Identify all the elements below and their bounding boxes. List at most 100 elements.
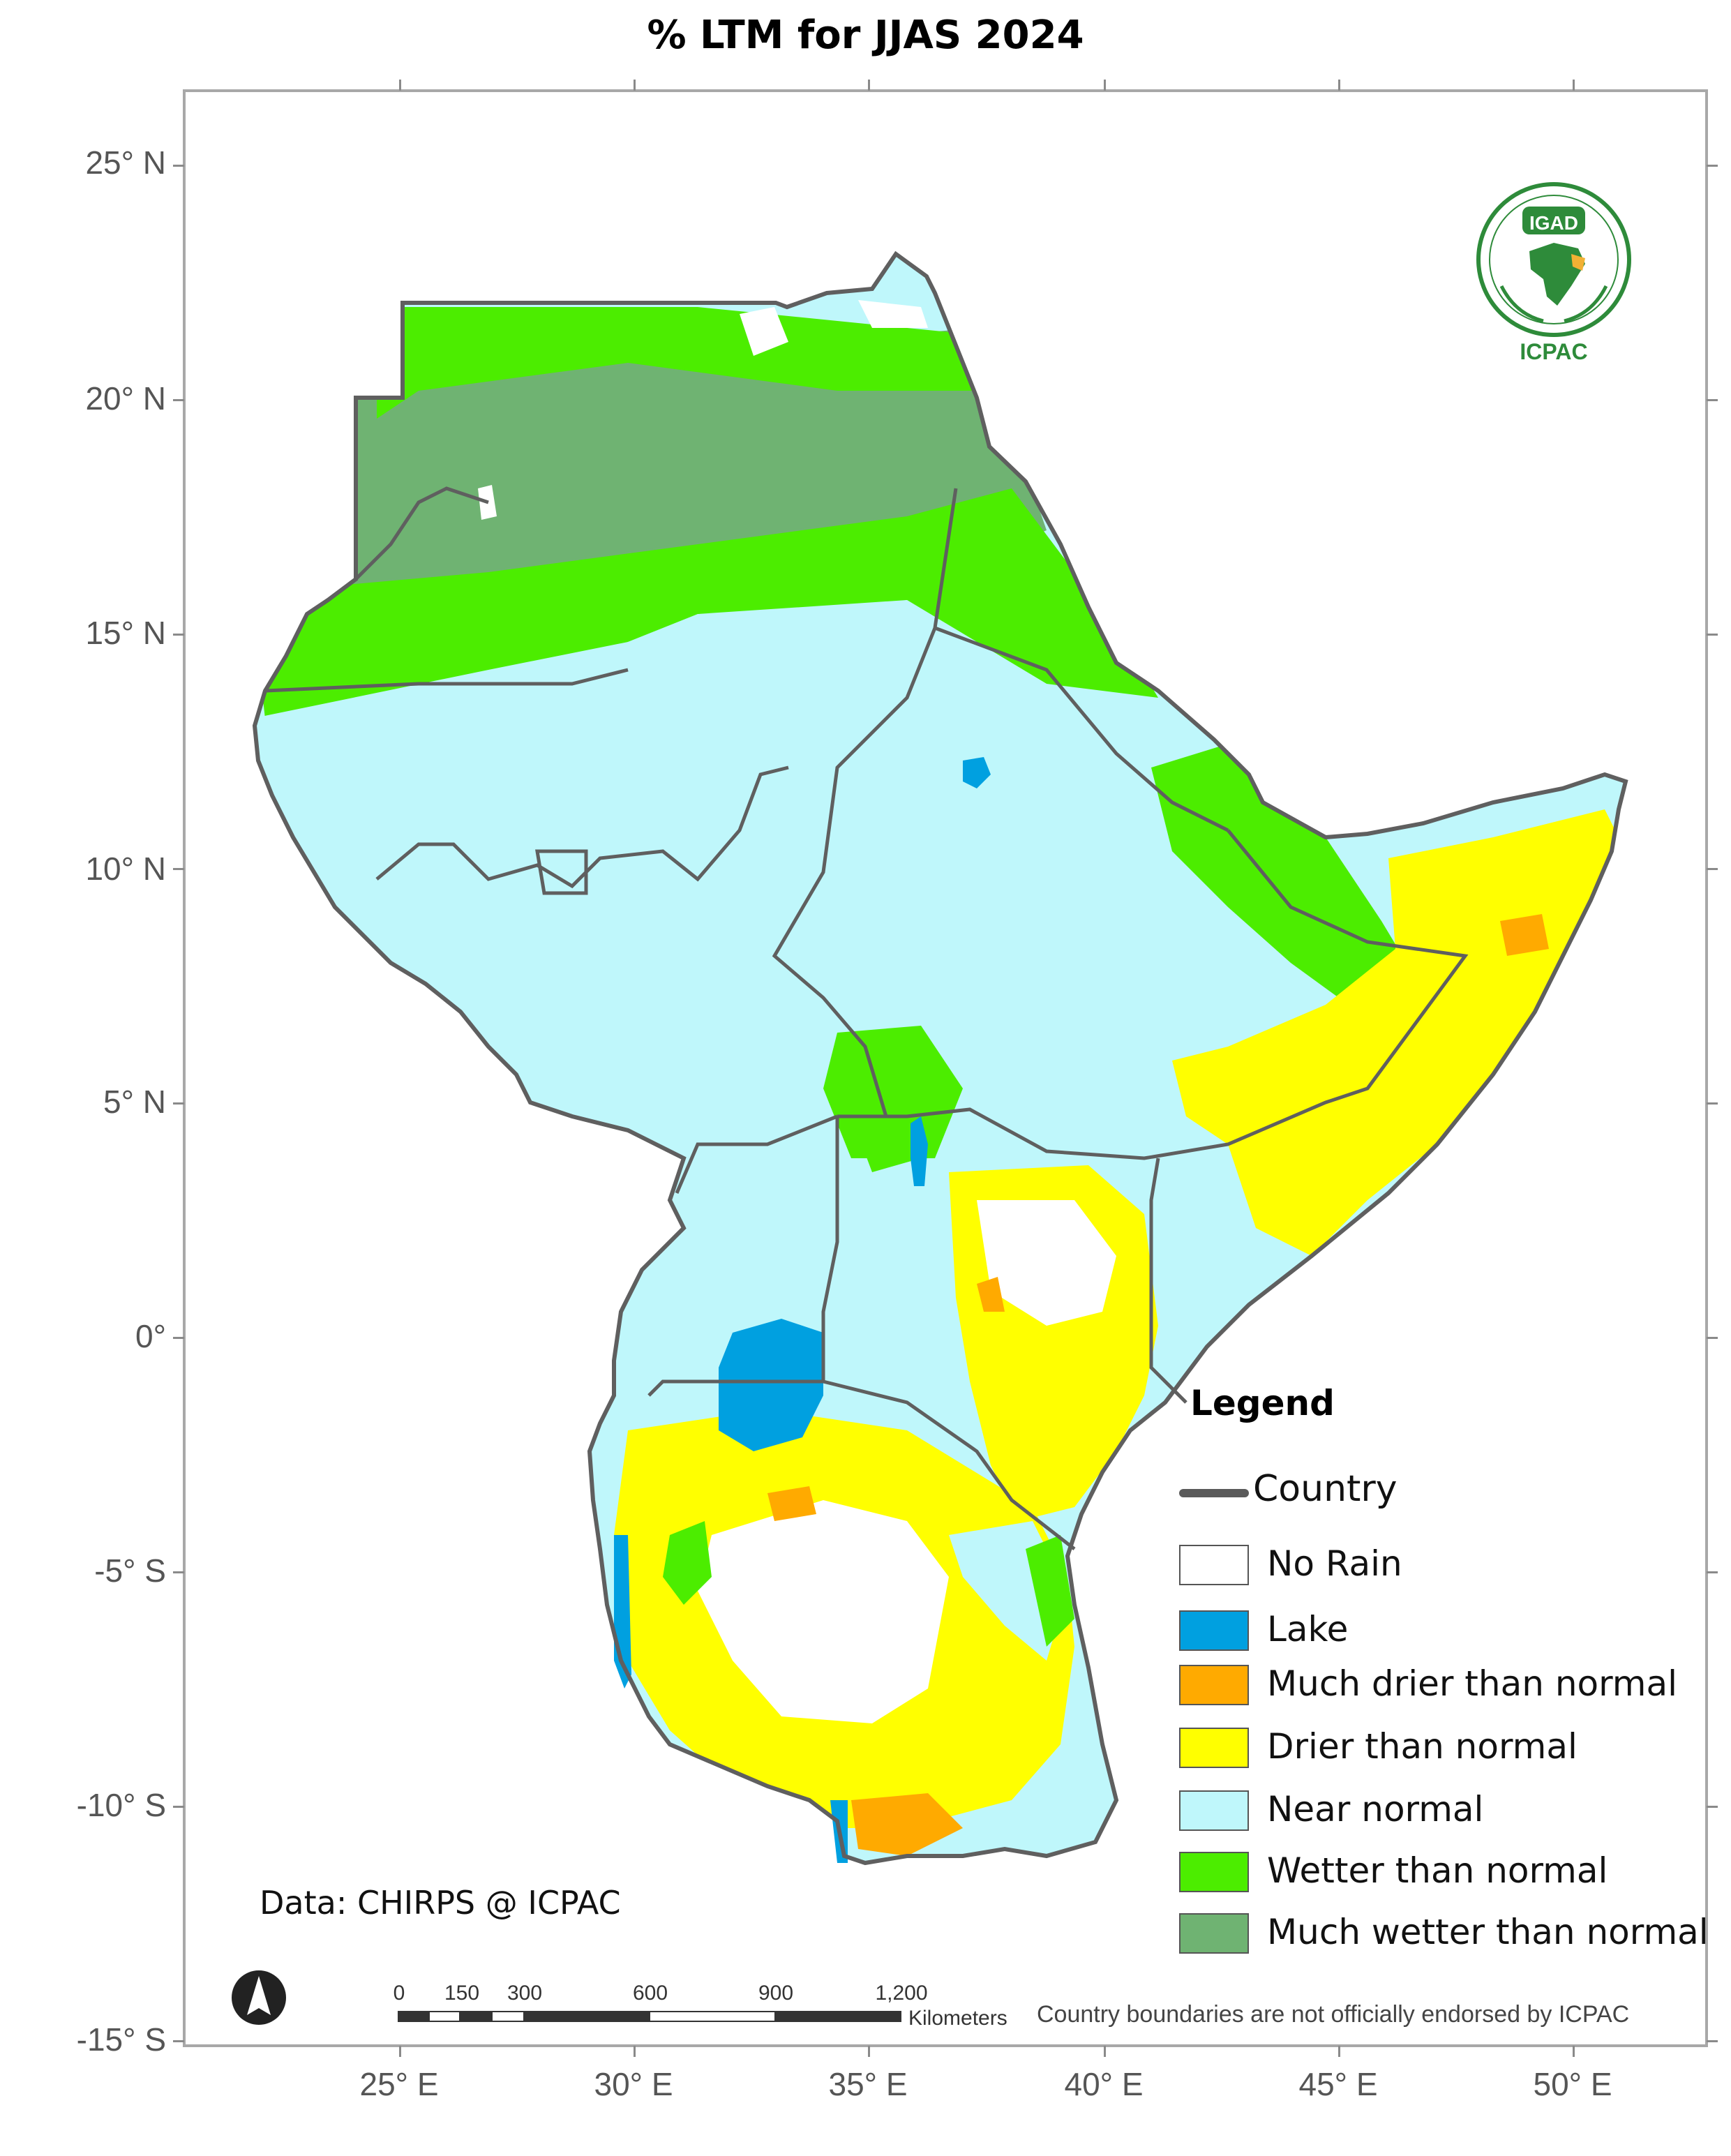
legend-item-much-drier: Much drier than normal	[1179, 1663, 1709, 1708]
lat-tick	[1707, 399, 1718, 401]
lake-turkana	[911, 1116, 928, 1186]
legend-label: Wetter than normal	[1267, 1850, 1608, 1891]
lon-label-50e: 50° E	[1533, 2066, 1612, 2102]
legend-label: Drier than normal	[1267, 1726, 1578, 1767]
scale-segment	[398, 2011, 430, 2022]
scale-segment	[523, 2011, 650, 2022]
region-much-drier-tanzania	[767, 1486, 816, 1521]
region-wetter-sahel	[255, 488, 1158, 733]
scale-label: 900	[758, 1982, 794, 2005]
scale-unit: Kilometers	[908, 2007, 1007, 2030]
legend-item-near-normal: Near normal	[1179, 1789, 1709, 1834]
legend-swatch	[1179, 1665, 1249, 1705]
igad-icpac-logo-icon: IGAD ICPAC	[1474, 181, 1634, 377]
lon-tick	[868, 2046, 870, 2057]
legend-label: Lake	[1267, 1609, 1349, 1649]
legend-swatch	[1179, 1852, 1249, 1892]
region-much-drier-somalia	[1500, 914, 1549, 956]
disclaimer-text: Country boundaries are not officially en…	[1037, 2001, 1630, 2028]
scale-segment	[774, 2011, 901, 2022]
region-wetter-tanzania-west	[663, 1521, 712, 1605]
lon-tick	[1573, 80, 1575, 91]
region-much-drier-kenya	[977, 1277, 1005, 1312]
lon-label-30e: 30° E	[594, 2066, 673, 2102]
lat-tick	[1707, 2040, 1718, 2042]
logo-emblem	[1476, 182, 1631, 337]
legend-item-no-rain: No Rain	[1179, 1543, 1709, 1588]
lat-label-20n: 20° N	[85, 380, 166, 417]
scale-segment	[649, 2011, 776, 2022]
lat-tick	[173, 399, 184, 401]
lon-tick	[399, 2046, 401, 2057]
lat-label-5s: -5° S	[94, 1552, 166, 1589]
lat-tick	[1707, 1337, 1718, 1339]
scale-label: 150	[444, 1982, 480, 2005]
lon-tick	[634, 2046, 636, 2057]
legend-label: Near normal	[1267, 1789, 1484, 1829]
scale-segment	[428, 2011, 460, 2022]
lake-victoria	[719, 1319, 823, 1451]
legend-swatch	[1179, 1545, 1249, 1585]
lon-label-40e: 40° E	[1064, 2066, 1144, 2102]
lat-label-0: 0°	[135, 1318, 166, 1354]
logo-bottom-text: ICPAC	[1520, 339, 1588, 364]
legend-swatch	[1179, 1610, 1249, 1651]
country-boundaries-internal	[264, 486, 1469, 1550]
region-wetter-uganda-north	[851, 1109, 921, 1172]
lat-tick	[1707, 868, 1718, 870]
lon-tick	[1104, 80, 1106, 91]
lon-label-35e: 35° E	[828, 2066, 908, 2102]
logo-top-text: IGAD	[1529, 212, 1578, 234]
legend-item-wetter: Wetter than normal	[1179, 1850, 1709, 1895]
legend-country-label: Country	[1253, 1468, 1397, 1510]
legend-label: Much drier than normal	[1267, 1663, 1678, 1704]
legend-swatch	[1179, 1728, 1249, 1768]
scale-label: 600	[632, 1982, 668, 2005]
scale-segment	[491, 2011, 525, 2022]
lat-tick	[1707, 1571, 1718, 1573]
lat-tick	[173, 1337, 184, 1339]
legend-item-drier: Drier than normal	[1179, 1726, 1709, 1771]
lat-tick	[173, 634, 184, 636]
lat-label-10n: 10° N	[85, 851, 166, 887]
legend-label: No Rain	[1267, 1543, 1402, 1584]
lat-label-10s: -10° S	[76, 1787, 166, 1823]
legend-swatch	[1179, 1913, 1249, 1954]
scale-label: 300	[507, 1982, 543, 2005]
lat-tick	[1707, 1806, 1718, 1808]
lat-tick	[1707, 165, 1718, 167]
region-no-rain-northeast	[858, 300, 928, 328]
region-wetter-tanzania-coast	[1026, 1535, 1074, 1647]
lon-label-45e: 45° E	[1298, 2066, 1378, 2102]
lat-tick	[173, 868, 184, 870]
lat-label-15s: -15° S	[76, 2021, 166, 2058]
legend-label: Much wetter than normal	[1267, 1912, 1709, 1952]
lon-tick	[1104, 2046, 1106, 2057]
scale-segment	[459, 2011, 493, 2022]
lake-tana	[963, 757, 991, 788]
scale-label: 1,200	[875, 1982, 928, 2005]
legend-item-lake: Lake	[1179, 1609, 1709, 1654]
scale-label: 0	[393, 1982, 405, 2005]
region-no-rain-north	[740, 307, 788, 356]
lon-tick	[1338, 2046, 1340, 2057]
lon-tick	[634, 80, 636, 91]
region-wetter-ethiopia	[1151, 740, 1423, 1019]
lon-label-25e: 25° E	[359, 2066, 439, 2102]
map-title: % LTM for JJAS 2024	[647, 13, 1084, 58]
lat-label-5n: 5° N	[103, 1084, 166, 1120]
lat-tick	[1707, 1102, 1718, 1105]
lon-tick	[1338, 80, 1340, 91]
scale-bar: 0 150 300 600 900 1,200 Kilometers	[393, 1982, 1199, 2037]
lat-label-25n: 25° N	[85, 144, 166, 181]
region-near-normal-central	[255, 600, 1186, 1151]
lon-tick	[868, 80, 870, 91]
lat-tick	[173, 1102, 184, 1105]
lon-tick	[399, 80, 401, 91]
legend-item-much-wetter: Much wetter than normal	[1179, 1912, 1709, 1956]
lat-tick	[173, 165, 184, 167]
region-no-rain-tanzania	[698, 1500, 949, 1723]
legend-country-entry: Country	[1179, 1468, 1472, 1517]
lat-tick	[173, 1571, 184, 1573]
